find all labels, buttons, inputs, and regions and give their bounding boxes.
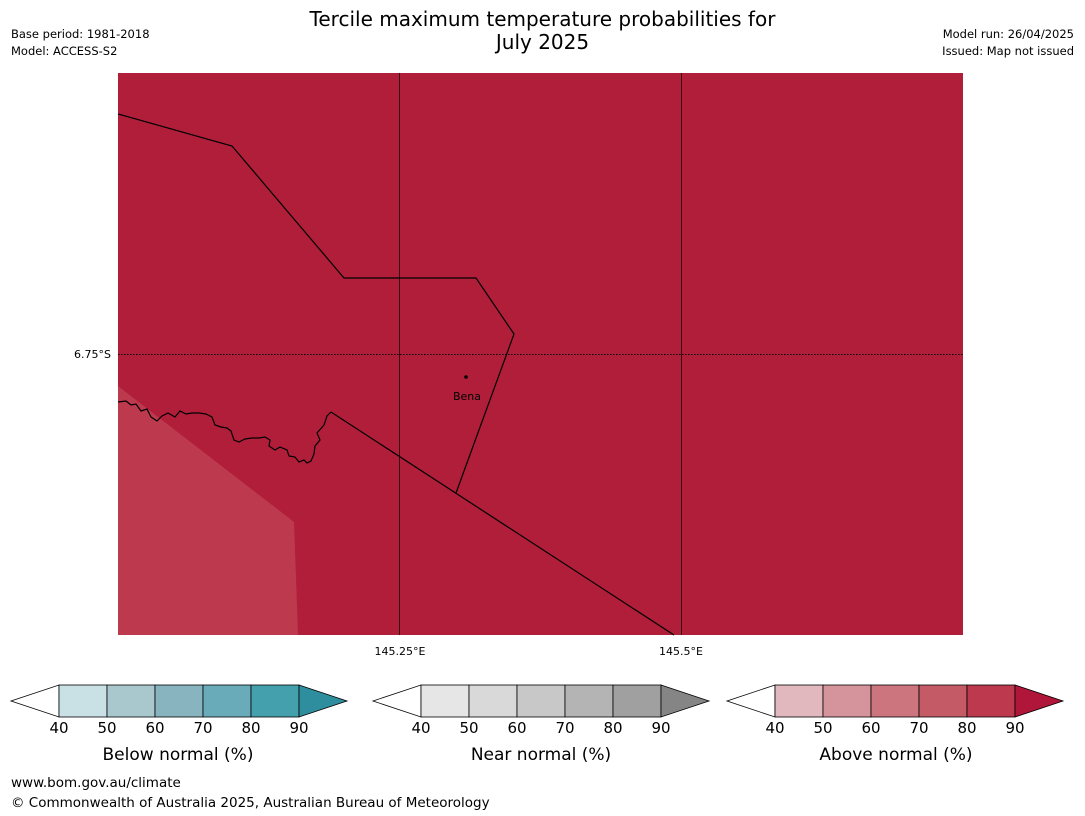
footer-copyright: © Commonwealth of Australia 2025, Austra… (11, 795, 490, 811)
latitude-label: 6.75°S (74, 348, 111, 361)
colorbar-near-segment (516, 684, 566, 718)
colorbar-legends: 40 50 60 70 80 90 40 50 60 70 80 90 40 50 60 70 80 90 (9, 684, 1065, 736)
colorbar-above-high-extension (1014, 684, 1065, 718)
place-label-bena: Bena (453, 390, 481, 403)
bena-location-marker (464, 375, 468, 379)
colorbar-above-segment (774, 684, 824, 718)
colorbar-near-tick-label: 80 (603, 719, 622, 736)
province-boundary (117, 113, 515, 494)
colorbar-near-segment (420, 684, 470, 718)
colorbar-above-label: Above normal (%) (819, 745, 973, 765)
colorbar-below-tick-label: 80 (241, 719, 260, 736)
title-line-2: July 2025 (495, 30, 590, 54)
colorbar-near-high-extension (660, 684, 711, 718)
colorbar-near-segment (468, 684, 518, 718)
colorbar-near-low-extension (371, 684, 422, 718)
colorbar-near-tick-label: 40 (411, 719, 430, 736)
colorbar-below-tick-label: 50 (97, 719, 116, 736)
colorbar-above-tick-label: 60 (861, 719, 880, 736)
colorbar-above-tick-label: 80 (957, 719, 976, 736)
coastline (117, 400, 332, 464)
colorbar-below-tick-label: 60 (145, 719, 164, 736)
colorbar-below-segment (154, 684, 204, 718)
colorbar-near-tick-label: 70 (555, 719, 574, 736)
colorbar-above-segment (822, 684, 872, 718)
map-title: Tercile maximum temperature probabilitie… (0, 8, 1085, 54)
colorbar-above-tick-label: 90 (1005, 719, 1024, 736)
title-line-1: Tercile maximum temperature probabilitie… (309, 7, 776, 31)
map-fill-lower-band (118, 386, 298, 635)
colorbar-below-tick-label: 40 (49, 719, 68, 736)
issued-status: Issued: Map not issued (942, 44, 1074, 58)
colorbar-below-high-extension (298, 684, 349, 718)
model-run: Model run: 26/04/2025 (942, 27, 1074, 41)
longitude-label-1: 145.25°E (375, 645, 426, 658)
model-name: Model: ACCESS-S2 (11, 44, 118, 58)
colorbar-near-tick-label: 50 (459, 719, 478, 736)
colorbar-above-tick-label: 50 (813, 719, 832, 736)
colorbar-below-label: Below normal (%) (102, 745, 254, 765)
province-boundary-south (330, 411, 675, 636)
colorbar-below-tick-label: 70 (193, 719, 212, 736)
colorbar-above-tick-label: 40 (765, 719, 784, 736)
colorbar-above-low-extension (725, 684, 776, 718)
colorbar-near-tick-label: 90 (651, 719, 670, 736)
footer-url: www.bom.gov.au/climate (11, 775, 181, 791)
colorbar-below-low-extension (9, 684, 60, 718)
colorbar-above-segment (966, 684, 1016, 718)
colorbar-near-segment (564, 684, 614, 718)
colorbar-below-segment (106, 684, 156, 718)
colorbar-above-segment (918, 684, 968, 718)
longitude-label-2: 145.5°E (659, 645, 703, 658)
colorbar-below-segment (202, 684, 252, 718)
colorbar-below-segment (250, 684, 300, 718)
meta-right: Model run: 26/04/2025 Issued: Map not is… (942, 26, 1074, 60)
colorbar-near-label: Near normal (%) (470, 745, 612, 765)
colorbar-below-tick-label: 90 (289, 719, 308, 736)
colorbar-above-tick-label: 70 (909, 719, 928, 736)
colorbar-near-segment (612, 684, 662, 718)
colorbar-above-segment (870, 684, 920, 718)
meta-left: Base period: 1981-2018 Model: ACCESS-S2 (11, 26, 150, 60)
base-period: Base period: 1981-2018 (11, 27, 150, 41)
colorbar-near-tick-label: 60 (507, 719, 526, 736)
colorbar-below-segment (58, 684, 108, 718)
